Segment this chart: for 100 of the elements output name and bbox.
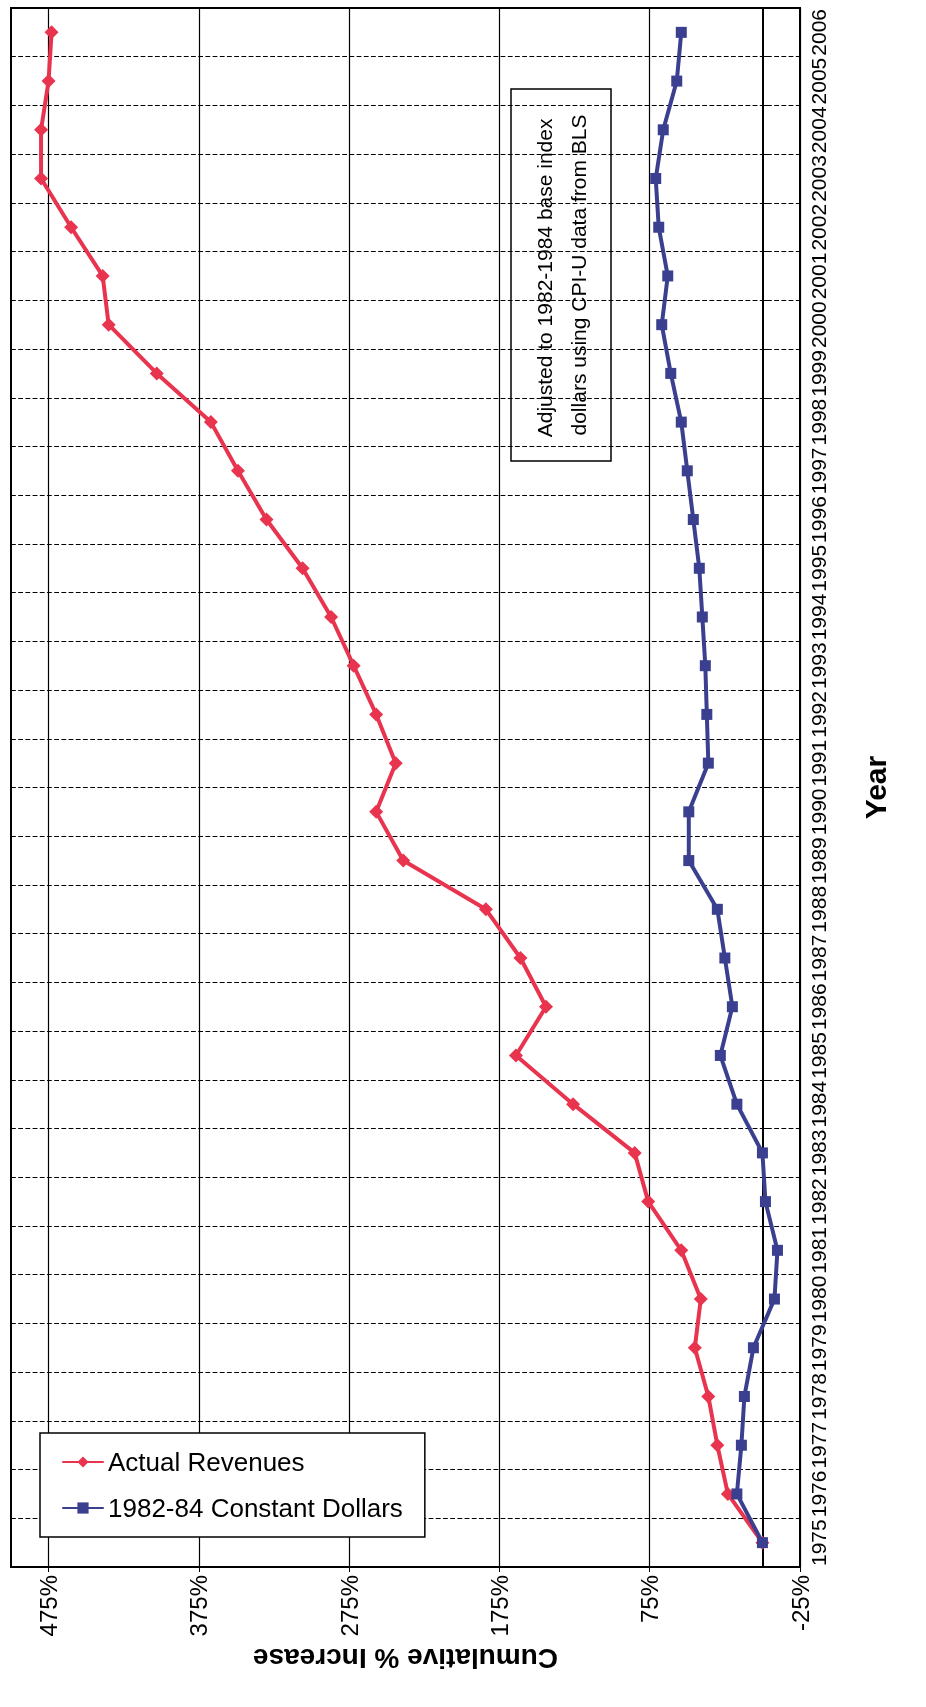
point bbox=[738, 1390, 750, 1402]
point bbox=[671, 75, 683, 87]
y-tick-label: 1994 bbox=[807, 593, 830, 641]
point bbox=[513, 951, 528, 966]
point bbox=[687, 1340, 702, 1355]
y-tick-label: 1975 bbox=[807, 1519, 830, 1566]
y-tick-label: 1984 bbox=[807, 1080, 830, 1128]
y-tick-label: 1980 bbox=[807, 1275, 830, 1323]
y-tick-label: 1982 bbox=[807, 1178, 830, 1225]
y-tick-label: 1998 bbox=[807, 398, 830, 446]
point bbox=[101, 317, 116, 332]
point bbox=[675, 416, 687, 428]
point bbox=[657, 124, 669, 136]
x-tick-label: 275% bbox=[335, 1575, 363, 1637]
y-axis-title: Year bbox=[858, 755, 892, 820]
point bbox=[259, 512, 274, 527]
point bbox=[149, 366, 164, 381]
point bbox=[665, 367, 677, 379]
point bbox=[756, 1147, 768, 1159]
point bbox=[627, 1145, 642, 1160]
point bbox=[701, 708, 713, 720]
legend-label: 1982-84 Constant Dollars bbox=[108, 1493, 403, 1523]
point bbox=[369, 707, 384, 722]
point bbox=[701, 1389, 716, 1404]
point bbox=[650, 173, 662, 185]
point bbox=[735, 1439, 747, 1451]
point bbox=[771, 1244, 783, 1256]
point bbox=[699, 660, 711, 672]
point bbox=[203, 415, 218, 430]
point bbox=[539, 999, 554, 1014]
point bbox=[683, 806, 695, 818]
x-tick-label: -25% bbox=[786, 1575, 814, 1632]
point bbox=[34, 122, 49, 137]
y-tick-label: 1979 bbox=[807, 1324, 830, 1372]
point bbox=[95, 268, 110, 283]
y-tick-label: 1993 bbox=[807, 642, 830, 690]
point bbox=[388, 756, 403, 771]
point bbox=[726, 1001, 738, 1013]
point bbox=[566, 1097, 581, 1112]
point bbox=[693, 1292, 708, 1307]
point bbox=[681, 465, 693, 477]
y-tick-label: 1991 bbox=[807, 739, 830, 787]
point bbox=[674, 1243, 689, 1258]
y-tick-label: 1992 bbox=[807, 691, 830, 738]
point bbox=[656, 319, 668, 331]
y-tick-label: 2006 bbox=[807, 9, 830, 56]
point bbox=[44, 25, 59, 40]
legend-label: Actual Revenues bbox=[108, 1447, 305, 1477]
y-tick-label: 1981 bbox=[807, 1226, 830, 1274]
y-tick-label: 2001 bbox=[807, 252, 830, 300]
point bbox=[34, 171, 49, 186]
point bbox=[41, 74, 56, 89]
annotation: Adjusted to 1982-1984 base index dollars using CPI-U data from BLS bbox=[532, 112, 590, 438]
point bbox=[369, 804, 384, 819]
point bbox=[662, 270, 674, 282]
y-tick-label: 1999 bbox=[807, 350, 830, 397]
point bbox=[768, 1293, 780, 1305]
point bbox=[641, 1194, 656, 1209]
point bbox=[295, 561, 310, 576]
point bbox=[759, 1196, 771, 1208]
point bbox=[396, 853, 411, 868]
point bbox=[747, 1342, 759, 1354]
y-tick-label: 2003 bbox=[807, 155, 830, 202]
y-tick-label: 1996 bbox=[807, 496, 830, 543]
y-tick-label: 2002 bbox=[807, 203, 830, 251]
y-tick-label: 1989 bbox=[807, 837, 830, 884]
point bbox=[731, 1488, 743, 1500]
x-tick-label: 175% bbox=[485, 1575, 513, 1637]
y-tick-label: 1988 bbox=[807, 885, 830, 933]
x-tick-label: 375% bbox=[185, 1575, 213, 1637]
point bbox=[675, 26, 687, 38]
point bbox=[693, 562, 705, 574]
y-tick-label: 2005 bbox=[807, 57, 830, 105]
y-tick-label: 1983 bbox=[807, 1129, 830, 1177]
point bbox=[64, 220, 79, 235]
x-axis-title: Cumulative % Increase bbox=[252, 1642, 559, 1674]
y-tick-label: 1987 bbox=[807, 934, 830, 982]
point bbox=[346, 658, 361, 673]
point bbox=[711, 903, 723, 915]
point bbox=[719, 952, 731, 964]
point bbox=[710, 1438, 725, 1453]
y-tick-label: 2000 bbox=[807, 301, 830, 349]
point bbox=[653, 221, 665, 233]
point bbox=[702, 757, 714, 769]
y-tick-label: 1986 bbox=[807, 983, 830, 1031]
point bbox=[714, 1049, 726, 1061]
point bbox=[478, 902, 493, 917]
point bbox=[230, 463, 245, 478]
x-tick-label: 475% bbox=[35, 1575, 63, 1637]
point bbox=[683, 855, 695, 867]
y-tick-label: 1976 bbox=[807, 1470, 830, 1518]
y-tick-label: 1990 bbox=[807, 788, 830, 836]
y-tick-label: 1977 bbox=[807, 1421, 830, 1469]
y-tick-label: 1985 bbox=[807, 1032, 830, 1079]
point bbox=[687, 514, 699, 526]
point bbox=[696, 611, 708, 623]
y-tick-label: 2004 bbox=[807, 106, 830, 154]
point bbox=[508, 1048, 523, 1063]
y-tick-label: 1997 bbox=[807, 447, 830, 495]
x-tick-label: 75% bbox=[636, 1575, 664, 1624]
